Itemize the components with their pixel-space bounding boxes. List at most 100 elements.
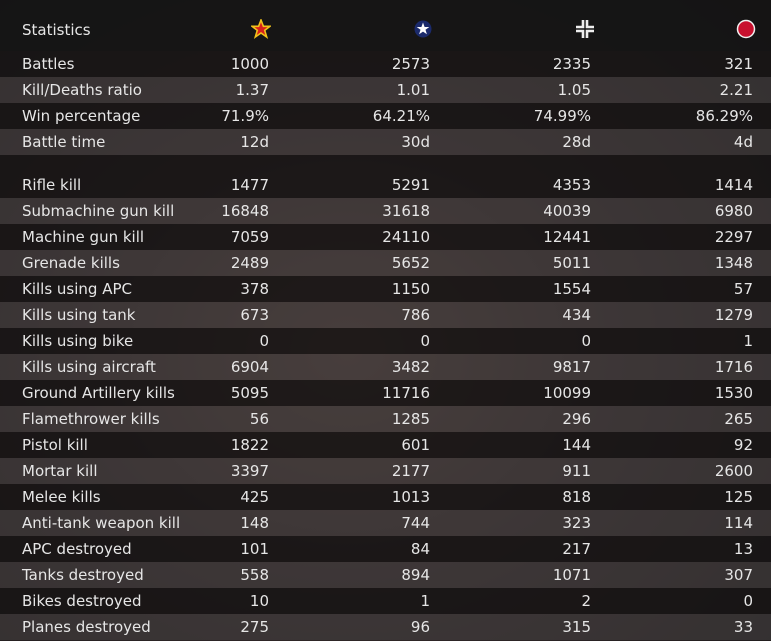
stat-value: 2573 bbox=[391, 55, 430, 73]
stat-value: 148 bbox=[240, 514, 269, 532]
stat-label: Kills using tank bbox=[22, 306, 136, 324]
stat-row: Ground Artillery kills 5095 11716 10099 1530 bbox=[0, 380, 771, 406]
stat-label: Kills using APC bbox=[22, 280, 132, 298]
stat-value: 7059 bbox=[230, 228, 269, 246]
stat-value: 5095 bbox=[230, 384, 269, 402]
stat-label: Pistol kill bbox=[22, 436, 88, 454]
section-gap bbox=[0, 155, 771, 172]
stat-value: 64.21% bbox=[372, 107, 430, 125]
stat-row: Kills using tank 673 786 434 1279 bbox=[0, 302, 771, 328]
stat-label: Battle time bbox=[22, 133, 106, 151]
stat-value: 1716 bbox=[714, 358, 753, 376]
stat-value: 24110 bbox=[382, 228, 430, 246]
stat-value: 315 bbox=[562, 618, 591, 636]
stat-row: Win percentage 71.9% 64.21% 74.99% 86.29% bbox=[0, 103, 771, 129]
header-title: Statistics bbox=[22, 21, 91, 39]
stat-value: 10099 bbox=[543, 384, 591, 402]
stat-value: 321 bbox=[724, 55, 753, 73]
stat-row: Anti-tank weapon kill 148 744 323 114 bbox=[0, 510, 771, 536]
stat-value: 1 bbox=[420, 592, 430, 610]
stat-value: 307 bbox=[724, 566, 753, 584]
stat-row: Kills using APC 378 1150 1554 57 bbox=[0, 276, 771, 302]
stat-value: 13 bbox=[733, 540, 753, 558]
stat-value: 28d bbox=[562, 133, 591, 151]
stat-value: 0 bbox=[420, 332, 430, 350]
stat-value: 2297 bbox=[714, 228, 753, 246]
stat-value: 673 bbox=[240, 306, 269, 324]
stat-value: 3482 bbox=[391, 358, 430, 376]
stat-value: 0 bbox=[743, 592, 753, 610]
stat-value: 125 bbox=[724, 488, 753, 506]
stat-value: 1822 bbox=[230, 436, 269, 454]
stat-row: Tanks destroyed 558 894 1071 307 bbox=[0, 562, 771, 588]
stat-value: 11716 bbox=[382, 384, 430, 402]
stat-value: 30d bbox=[401, 133, 430, 151]
stat-value: 71.9% bbox=[221, 107, 269, 125]
stat-label: Planes destroyed bbox=[22, 618, 151, 636]
stat-label: Submachine gun kill bbox=[22, 202, 175, 220]
stat-value: 1554 bbox=[552, 280, 591, 298]
stat-value: 1.01 bbox=[396, 81, 430, 99]
stat-value: 4d bbox=[733, 133, 753, 151]
stat-value: 86.29% bbox=[695, 107, 753, 125]
stat-value: 1530 bbox=[714, 384, 753, 402]
stat-value: 4353 bbox=[552, 176, 591, 194]
stat-row: Mortar kill 3397 2177 911 2600 bbox=[0, 458, 771, 484]
faction-icon bbox=[251, 19, 271, 39]
stat-value: 31618 bbox=[382, 202, 430, 220]
stat-label: APC destroyed bbox=[22, 540, 132, 558]
stat-value: 1285 bbox=[391, 410, 430, 428]
stat-row: Planes destroyed 275 96 315 33 bbox=[0, 614, 771, 640]
stat-value: 92 bbox=[733, 436, 753, 454]
faction-icon bbox=[736, 19, 756, 39]
stat-row: APC destroyed 101 84 217 13 bbox=[0, 536, 771, 562]
stat-value: 1150 bbox=[391, 280, 430, 298]
stat-value: 1477 bbox=[230, 176, 269, 194]
stat-value: 16848 bbox=[221, 202, 269, 220]
stat-value: 1.37 bbox=[235, 81, 269, 99]
stat-value: 12441 bbox=[543, 228, 591, 246]
stat-row: Machine gun kill 7059 24110 12441 2297 bbox=[0, 224, 771, 250]
stat-value: 5011 bbox=[552, 254, 591, 272]
stat-value: 323 bbox=[562, 514, 591, 532]
stat-value: 12d bbox=[240, 133, 269, 151]
stat-row: Pistol kill 1822 601 144 92 bbox=[0, 432, 771, 458]
stat-row: Rifle kill 1477 5291 4353 1414 bbox=[0, 172, 771, 198]
stat-row: Melee kills 425 1013 818 125 bbox=[0, 484, 771, 510]
stat-value: 275 bbox=[240, 618, 269, 636]
stat-row: Kills using bike 0 0 0 1 bbox=[0, 328, 771, 354]
stat-value: 10 bbox=[249, 592, 269, 610]
stat-value: 601 bbox=[401, 436, 430, 454]
stat-value: 33 bbox=[733, 618, 753, 636]
stat-value: 2600 bbox=[714, 462, 753, 480]
stat-value: 5291 bbox=[391, 176, 430, 194]
stat-value: 3397 bbox=[230, 462, 269, 480]
stat-row: Bikes destroyed 10 1 2 0 bbox=[0, 588, 771, 614]
stat-value: 101 bbox=[240, 540, 269, 558]
stat-value: 40039 bbox=[543, 202, 591, 220]
stat-label: Flamethrower kills bbox=[22, 410, 160, 428]
stat-row: Battles 1000 2573 2335 321 bbox=[0, 51, 771, 77]
stat-label: Kills using aircraft bbox=[22, 358, 156, 376]
stat-label: Rifle kill bbox=[22, 176, 82, 194]
stat-value: 9817 bbox=[552, 358, 591, 376]
stat-value: 57 bbox=[733, 280, 753, 298]
stat-value: 114 bbox=[724, 514, 753, 532]
stat-value: 0 bbox=[259, 332, 269, 350]
stat-value: 2489 bbox=[230, 254, 269, 272]
stat-value: 1071 bbox=[552, 566, 591, 584]
stat-label: Win percentage bbox=[22, 107, 141, 125]
stat-label: Mortar kill bbox=[22, 462, 98, 480]
stat-row: Kill/Deaths ratio 1.37 1.01 1.05 2.21 bbox=[0, 77, 771, 103]
stat-value: 217 bbox=[562, 540, 591, 558]
stat-row: Kills using aircraft 6904 3482 9817 1716 bbox=[0, 354, 771, 380]
stat-value: 434 bbox=[562, 306, 591, 324]
stat-label: Kills using bike bbox=[22, 332, 134, 350]
stat-label: Machine gun kill bbox=[22, 228, 145, 246]
stat-row: Battle time 12d 30d 28d 4d bbox=[0, 129, 771, 155]
stat-label: Anti-tank weapon kill bbox=[22, 514, 181, 532]
stat-label: Battles bbox=[22, 55, 75, 73]
stat-value: 425 bbox=[240, 488, 269, 506]
stat-row: Grenade kills 2489 5652 5011 1348 bbox=[0, 250, 771, 276]
